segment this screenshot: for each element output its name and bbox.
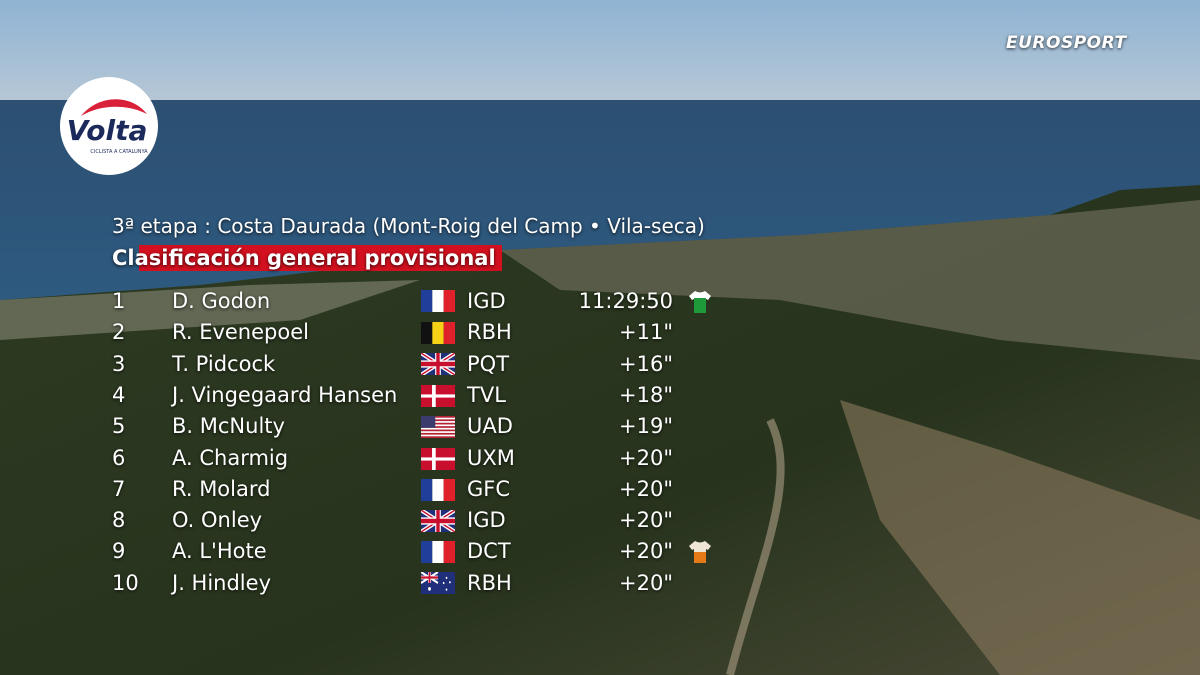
rank: 8: [112, 508, 126, 533]
flag-uk: [421, 353, 455, 375]
team-code: UAD: [467, 414, 513, 439]
classification-title: Clasificación general provisional: [112, 245, 502, 271]
time-gap: +20": [619, 508, 673, 533]
jersey-icon: [689, 541, 711, 563]
time-gap: +20": [619, 476, 673, 501]
team-code: IGD: [467, 289, 506, 313]
rider-name: A. L'Hote: [172, 539, 267, 564]
leader-jersey: [689, 291, 711, 313]
logo-tagline: CICLISTA A CATALUNYA: [90, 149, 148, 155]
time-gap: 11:29:50: [578, 289, 673, 313]
team-code: DCT: [467, 539, 511, 564]
rider-name: A. Charmig: [172, 445, 289, 470]
rank: 9: [112, 539, 126, 564]
time-gap: +20": [619, 570, 673, 595]
rank: 1: [112, 289, 126, 313]
race-logo: Volta CICLISTA A CATALUNYA: [60, 77, 158, 175]
flag-uk: [421, 510, 455, 532]
rank: 4: [112, 382, 126, 407]
rank: 3: [112, 351, 126, 376]
time-gap: +20": [619, 445, 673, 470]
team-code: RBH: [467, 320, 512, 345]
team-code: PQT: [467, 351, 510, 376]
team-code: GFC: [467, 476, 511, 501]
team-code: IGD: [467, 508, 506, 533]
rank: 2: [112, 320, 126, 345]
rider-name: J. Vingegaard Hansen: [172, 382, 398, 407]
rider-name: R. Evenepoel: [172, 320, 309, 345]
flag-france: [421, 479, 455, 501]
flag-denmark: [421, 448, 455, 470]
flag-australia: [421, 572, 455, 594]
time-gap: +16": [619, 351, 673, 376]
rider-name: T. Pidcock: [172, 351, 276, 376]
rank: 10: [112, 570, 139, 595]
flag-france: [421, 290, 455, 312]
rider-name: B. McNulty: [172, 414, 285, 439]
rider-name: D. Godon: [172, 289, 271, 313]
team-code: UXM: [467, 445, 515, 470]
flag-belgium: [421, 322, 455, 344]
flag-france: [421, 541, 455, 563]
time-gap: +19": [619, 414, 673, 439]
rank: 7: [112, 476, 126, 501]
rank: 6: [112, 445, 126, 470]
rider-name: J. Hindley: [172, 570, 271, 595]
time-gap: +18": [619, 382, 673, 407]
flag-usa: [421, 416, 455, 438]
rider-name: R. Molard: [172, 476, 271, 501]
rank: 5: [112, 414, 126, 439]
team-code: TVL: [467, 382, 506, 407]
time-gap: +11": [619, 320, 673, 345]
rider-name: O. Onley: [172, 508, 263, 533]
time-gap: +20": [619, 539, 673, 564]
team-code: RBH: [467, 570, 512, 595]
broadcaster-logo: EUROSPORT: [1006, 33, 1127, 53]
stage-name: 3ª etapa : Costa Daurada (Mont-Roig del …: [112, 214, 705, 238]
logo-name: Volta: [67, 114, 148, 147]
flag-denmark: [421, 385, 455, 407]
